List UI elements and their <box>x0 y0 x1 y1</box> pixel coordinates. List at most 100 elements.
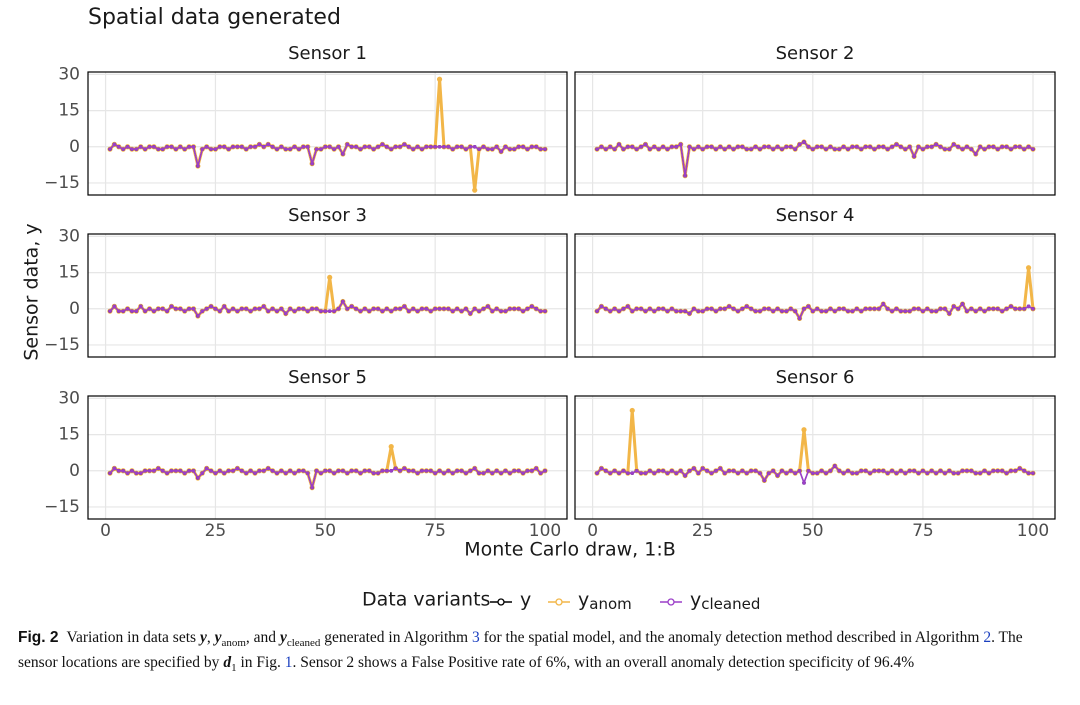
series-point <box>894 142 899 147</box>
series-point <box>824 147 828 151</box>
series-point <box>534 306 539 311</box>
panel-title: Sensor 5 <box>288 367 367 388</box>
series-point <box>604 468 608 473</box>
series-point <box>894 306 899 311</box>
series-point <box>753 144 758 149</box>
y-tick-label: 0 <box>69 137 80 157</box>
series-point <box>969 306 974 311</box>
series-point <box>209 147 213 151</box>
series-point <box>850 471 855 475</box>
series-point <box>863 468 868 473</box>
series-point <box>656 306 661 311</box>
series-point <box>921 147 925 151</box>
series-point <box>766 144 771 149</box>
series-point <box>472 306 477 311</box>
series-point <box>358 147 363 151</box>
panel-border <box>87 233 568 358</box>
series-point <box>160 468 165 473</box>
series-point <box>929 144 934 149</box>
series-point <box>947 311 952 316</box>
series-point <box>240 468 244 473</box>
caption-link[interactable]: 1 <box>284 654 293 672</box>
caption-link[interactable]: 2 <box>983 629 992 646</box>
x-tick-label: 0 <box>587 521 598 541</box>
series-point <box>389 468 394 473</box>
caption-text: in Fig. <box>236 654 285 672</box>
series-point <box>1017 466 1022 471</box>
series-point <box>204 306 209 311</box>
series-point <box>687 311 692 316</box>
series-point <box>323 468 328 473</box>
series-point <box>530 468 534 473</box>
series-point <box>121 309 125 313</box>
series-point <box>599 304 604 309</box>
series-point <box>877 468 881 473</box>
series-point <box>204 466 209 471</box>
series-point <box>890 468 894 473</box>
series-point <box>863 144 868 149</box>
series-point <box>850 309 855 313</box>
series-point <box>406 309 411 313</box>
figure: Spatial data generated Monte Carlo draw,… <box>21 5 1056 613</box>
series-point <box>806 468 811 473</box>
series-point <box>855 306 859 311</box>
series-point <box>969 147 974 151</box>
series-point <box>674 471 679 475</box>
series-point <box>1009 304 1013 309</box>
series-point <box>705 306 709 311</box>
series-point <box>705 144 709 149</box>
series-point <box>481 471 486 475</box>
legend-subscript: anom <box>589 595 632 613</box>
series-point <box>196 476 200 480</box>
series-point <box>722 147 727 151</box>
series-point <box>367 144 372 149</box>
series-point <box>112 466 117 471</box>
caption-text: d <box>223 654 232 672</box>
series-point <box>253 306 257 311</box>
panel-border <box>574 71 1056 196</box>
caption-text: . The sensor locations are specified by <box>18 629 1023 672</box>
series-point <box>938 468 943 473</box>
series-point <box>499 471 503 475</box>
series-point <box>266 466 270 471</box>
legend-symbol <box>667 598 675 606</box>
series-point <box>872 468 877 473</box>
series-point <box>621 306 626 311</box>
series-point <box>912 154 916 159</box>
series-point <box>683 173 687 178</box>
series-point <box>253 471 257 475</box>
series-point <box>617 142 621 147</box>
series-point <box>358 471 363 475</box>
series-point <box>850 144 855 149</box>
x-tick-label: 0 <box>100 521 111 541</box>
series-point <box>1031 471 1035 475</box>
series-point <box>648 147 652 151</box>
series-point <box>279 306 284 311</box>
series-point <box>218 144 222 149</box>
series-point <box>722 471 727 475</box>
series-point <box>846 309 850 313</box>
series-point <box>784 144 789 149</box>
series-point <box>665 147 670 151</box>
series-point <box>824 471 828 475</box>
series-point <box>292 471 297 475</box>
series-point <box>178 468 183 473</box>
series-point <box>1009 468 1013 473</box>
caption-link[interactable]: 3 <box>471 629 480 646</box>
series-point <box>341 299 345 304</box>
series-point <box>143 147 147 151</box>
series-point <box>652 471 657 475</box>
series-point <box>389 309 394 313</box>
series-point <box>652 309 657 313</box>
legend-name: y <box>578 589 589 611</box>
series-point <box>147 144 152 149</box>
series-point <box>345 306 350 311</box>
series-point <box>890 309 894 313</box>
series-point <box>802 306 806 311</box>
y-tick-label: 30 <box>58 64 80 84</box>
series-point <box>398 144 402 149</box>
series-point <box>771 468 775 473</box>
series-point <box>784 309 789 313</box>
series-point <box>670 468 674 473</box>
